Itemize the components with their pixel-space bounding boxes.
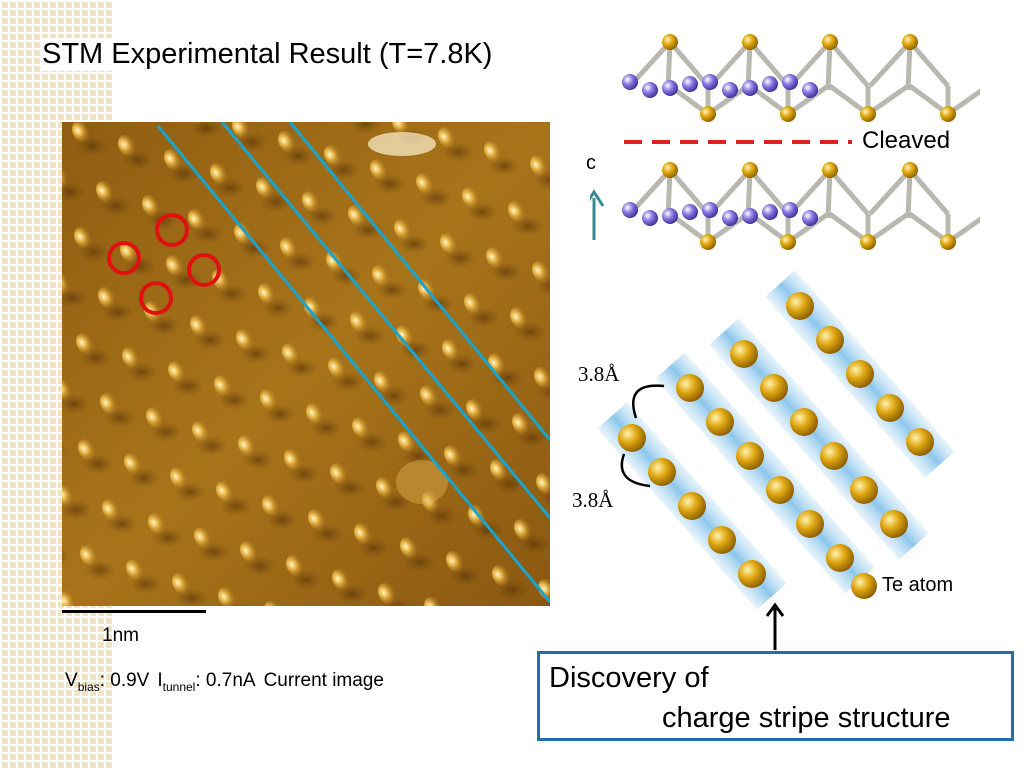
- stripe-te-atom: [678, 492, 706, 520]
- distance-label-1: 3.8Å: [578, 362, 619, 387]
- crystal-atom: [782, 202, 798, 218]
- stripe-te-atom: [766, 476, 794, 504]
- crystal-te-atom: [940, 106, 956, 122]
- itunnel-value: : 0.7nA: [195, 670, 255, 691]
- crystal-layer-top: [622, 34, 980, 122]
- crystal-te-atom: [662, 162, 678, 178]
- crystal-te-atom: [902, 34, 918, 50]
- crystal-te-atom: [742, 162, 758, 178]
- stripe-te-atom: [826, 544, 854, 572]
- crystal-te-atom: [700, 234, 716, 250]
- crystal-atom: [782, 74, 798, 90]
- cleaved-label: Cleaved: [862, 127, 950, 155]
- discovery-callout: Discovery of charge stripe structure: [537, 651, 1014, 741]
- stripe-te-atom: [738, 560, 766, 588]
- distance-label-2: 3.8Å: [572, 488, 613, 513]
- scale-label: 1nm: [102, 625, 139, 647]
- crystal-atom: [702, 202, 718, 218]
- c-axis-label: c: [586, 152, 596, 175]
- crystal-te-atom: [700, 106, 716, 122]
- crystal-bond: [830, 42, 868, 86]
- stripe-te-atom: [648, 458, 676, 486]
- crystal-atom: [762, 204, 778, 220]
- crystal-te-atom: [940, 234, 956, 250]
- discovery-line-1: Discovery of: [549, 662, 709, 695]
- crystal-atom: [682, 76, 698, 92]
- crystal-te-atom: [662, 34, 678, 50]
- vbias-subscript: bias: [78, 680, 100, 694]
- stripe-te-atom: [796, 510, 824, 538]
- crystal-atom: [762, 76, 778, 92]
- stripe-te-atom: [618, 424, 646, 452]
- te-atom-legend: Te atom: [852, 574, 953, 597]
- stripe-te-atom: [816, 326, 844, 354]
- crystal-te-atom: [902, 162, 918, 178]
- crystal-atom: [742, 208, 758, 224]
- crystal-te-atom: [822, 162, 838, 178]
- stripe-te-atom: [760, 374, 788, 402]
- up-arrow-icon: [760, 602, 790, 652]
- crystal-bond: [910, 42, 948, 86]
- vbias-symbol: V: [65, 670, 78, 691]
- crystal-atom: [742, 80, 758, 96]
- c-axis-arrow: [590, 192, 603, 240]
- crystal-atom: [642, 82, 658, 98]
- vbias-value: : 0.9V: [100, 670, 150, 691]
- crystal-te-atom: [780, 106, 796, 122]
- crystal-atom: [722, 82, 738, 98]
- stripe-te-atom: [906, 428, 934, 456]
- crystal-te-atom: [860, 234, 876, 250]
- crystal-layer-bottom: [622, 162, 980, 250]
- stripe-te-atom: [708, 526, 736, 554]
- stripe-te-atom: [676, 374, 704, 402]
- crystal-bond: [830, 170, 868, 214]
- itunnel-subscript: tunnel: [163, 680, 196, 694]
- image-mode: Current image: [264, 670, 384, 691]
- crystal-atom: [642, 210, 658, 226]
- stripe-te-atom: [820, 442, 848, 470]
- crystal-atom: [802, 210, 818, 226]
- crystal-atom: [622, 202, 638, 218]
- stm-image: [62, 122, 550, 606]
- crystal-atom: [662, 80, 678, 96]
- crystal-atom: [722, 210, 738, 226]
- stripe-te-atom: [846, 360, 874, 388]
- stripe-te-atom: [790, 408, 818, 436]
- surface-bright-patch: [368, 132, 436, 156]
- crystal-bond: [870, 170, 910, 214]
- stripe-te-atom: [880, 510, 908, 538]
- stripe-te-atom: [706, 408, 734, 436]
- discovery-line-2: charge stripe structure: [662, 702, 951, 735]
- crystal-bond: [870, 42, 910, 86]
- stripe-te-atom: [730, 340, 758, 368]
- stripe-te-atom: [876, 394, 904, 422]
- crystal-te-atom: [860, 106, 876, 122]
- crystal-te-atom: [822, 34, 838, 50]
- crystal-atom: [682, 204, 698, 220]
- crystal-bond: [910, 170, 948, 214]
- slide-title: STM Experimental Result (T=7.8K): [40, 38, 494, 71]
- te-atom-legend-label: Te atom: [882, 574, 953, 596]
- crystal-te-atom: [780, 234, 796, 250]
- measurement-parameters: Vbias: 0.9VItunnel: 0.7nACurrent image: [65, 670, 384, 694]
- stripe-bands: [597, 270, 955, 609]
- scale-bar: [62, 610, 206, 613]
- stripe-te-atom: [786, 292, 814, 320]
- crystal-te-atom: [742, 34, 758, 50]
- crystal-atom: [802, 82, 818, 98]
- charge-stripe-schematic: [560, 258, 1020, 658]
- stripe-te-atom: [850, 476, 878, 504]
- crystal-atom: [702, 74, 718, 90]
- stripe-te-atom: [736, 442, 764, 470]
- crystal-atom: [662, 208, 678, 224]
- crystal-atom: [622, 74, 638, 90]
